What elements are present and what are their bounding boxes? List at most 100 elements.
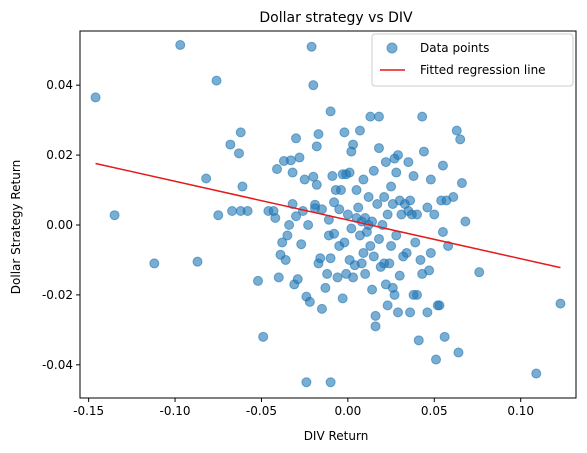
data-point (291, 211, 302, 222)
x-tick-label: -0.15 (73, 404, 104, 418)
data-point (415, 254, 426, 265)
data-point (253, 275, 264, 286)
data-point (531, 368, 542, 379)
data-point (365, 240, 376, 251)
data-point (429, 209, 440, 220)
data-point (311, 141, 322, 152)
data-point (90, 92, 101, 103)
data-point (292, 274, 303, 285)
y-axis: -0.04 -0.02 0.00 0.02 0.04 (42, 78, 80, 372)
data-point (277, 237, 288, 248)
data-point (456, 178, 467, 189)
y-axis-label: Dollar Strategy Return (9, 160, 23, 294)
x-tick-label: -0.05 (246, 404, 277, 418)
data-point (392, 150, 403, 161)
data-point (310, 199, 321, 210)
data-point (313, 129, 324, 140)
data-point (448, 192, 459, 203)
data-point (379, 192, 390, 203)
data-point (235, 127, 246, 138)
regression-line (95, 162, 561, 269)
data-point (258, 331, 269, 342)
data-point (237, 181, 248, 192)
data-point (282, 230, 293, 241)
data-point (287, 167, 298, 178)
data-point (358, 247, 369, 258)
data-point (339, 237, 350, 248)
data-point (325, 106, 336, 117)
data-point (370, 310, 381, 321)
data-point (373, 143, 384, 154)
data-point (339, 127, 350, 138)
data-point (346, 223, 357, 234)
data-point (175, 39, 186, 50)
data-point (316, 303, 327, 314)
y-tick-label: -0.04 (42, 358, 73, 372)
data-point (227, 206, 238, 217)
data-point (325, 253, 336, 264)
data-point (332, 272, 343, 283)
data-point (337, 293, 348, 304)
data-point (280, 254, 291, 265)
data-point (192, 256, 203, 267)
data-point (439, 331, 450, 342)
data-point (272, 164, 283, 175)
y-tick-label: -0.02 (42, 288, 73, 302)
data-point (296, 239, 307, 250)
data-point (412, 289, 423, 300)
data-point (365, 111, 376, 122)
data-point (437, 160, 448, 171)
x-tick-label: -0.10 (160, 404, 191, 418)
data-point (353, 202, 364, 213)
data-point (408, 171, 419, 182)
data-point (287, 199, 298, 210)
data-point (348, 272, 359, 283)
data-point (273, 272, 284, 283)
data-point (453, 347, 464, 358)
data-point (316, 204, 327, 215)
data-point (382, 300, 393, 311)
data-point (386, 240, 397, 251)
x-axis: -0.15 -0.10 -0.05 0.00 0.05 0.10 (73, 398, 534, 418)
data-point (372, 199, 383, 210)
data-point (284, 219, 295, 230)
data-point (233, 148, 244, 159)
legend-label-regression-line: Fitted regression line (420, 63, 546, 77)
data-point (392, 307, 403, 318)
data-point (368, 251, 379, 262)
data-point (424, 265, 435, 276)
data-point (294, 152, 305, 163)
data-point (391, 167, 402, 178)
y-tick-label: 0.04 (46, 78, 73, 92)
data-point (417, 111, 428, 122)
data-point (363, 192, 374, 203)
data-point (412, 209, 423, 220)
data-point (325, 377, 336, 388)
data-point (403, 157, 414, 168)
data-point (422, 202, 433, 213)
data-point (455, 134, 466, 145)
data-point (149, 258, 160, 269)
x-tick-label: 0.10 (507, 404, 534, 418)
data-point (437, 226, 448, 237)
data-point (373, 233, 384, 244)
legend-marker-data-points (386, 42, 398, 54)
data-point (431, 354, 442, 365)
data-point (373, 111, 384, 122)
plot-frame (79, 30, 577, 399)
data-point (329, 197, 340, 208)
x-axis-label: DIV Return (304, 429, 369, 443)
data-point (322, 268, 333, 279)
data-point (329, 228, 340, 239)
data-point (380, 157, 391, 168)
data-point (405, 307, 416, 318)
data-point (370, 321, 381, 332)
data-point (301, 377, 312, 388)
data-point (384, 258, 395, 269)
data-point (225, 139, 236, 150)
plot-area (90, 39, 566, 388)
data-point (299, 174, 310, 185)
data-point (555, 298, 566, 309)
data-point (422, 307, 433, 318)
